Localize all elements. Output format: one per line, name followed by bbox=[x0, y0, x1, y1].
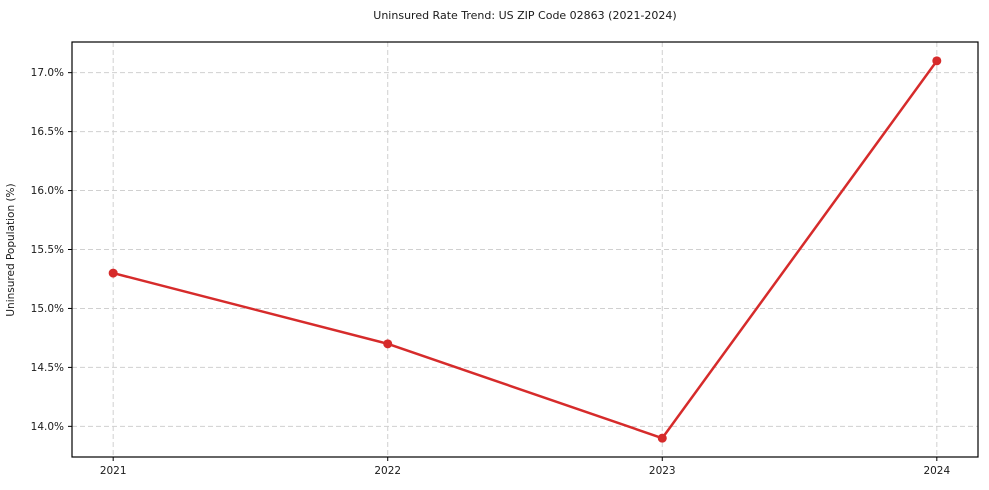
data-point bbox=[108, 268, 118, 278]
y-tick-label: 15.5% bbox=[31, 244, 64, 256]
y-tick-label: 14.0% bbox=[31, 421, 64, 433]
trend-line bbox=[111, 59, 939, 440]
y-tick-label: 16.0% bbox=[31, 185, 64, 197]
x-tick-label: 2024 bbox=[923, 465, 950, 477]
y-axis-label: Uninsured Population (%) bbox=[5, 183, 17, 316]
axes: 14.0% 14.5% 15.0% 15.5% 16.0% 16.5% 17.0% 2021 2… bbox=[31, 41, 979, 477]
data-point bbox=[383, 339, 393, 349]
y-tick-label: 14.5% bbox=[31, 362, 64, 374]
data-series bbox=[108, 56, 942, 443]
x-tick-label: 2022 bbox=[374, 465, 401, 477]
y-tick-label: 17.0% bbox=[31, 67, 64, 79]
gridlines bbox=[72, 42, 978, 457]
chart-title: Uninsured Rate Trend: US ZIP Code 02863 … bbox=[373, 9, 676, 22]
data-point bbox=[932, 56, 942, 66]
x-tick-label: 2021 bbox=[100, 465, 127, 477]
y-tick-label: 16.5% bbox=[31, 126, 64, 138]
y-tick-label: 15.0% bbox=[31, 303, 64, 315]
data-point bbox=[657, 433, 667, 443]
x-tick-label: 2023 bbox=[649, 465, 676, 477]
